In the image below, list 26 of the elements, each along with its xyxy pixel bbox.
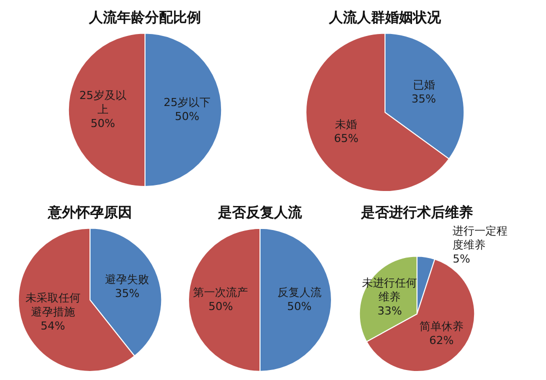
- slice-label: 25岁以下: [164, 96, 211, 109]
- chart-title: 是否反复人流: [217, 204, 303, 222]
- slice-label: 进行一定程度维养: [452, 224, 508, 252]
- data-label: 54%: [40, 320, 66, 333]
- slice-label: 25岁及以上: [79, 88, 126, 116]
- slice-label: 未婚: [335, 118, 358, 132]
- data-label: 33%: [378, 304, 402, 318]
- data-label: 5%: [452, 252, 470, 266]
- slice-label: 避孕失败: [105, 272, 150, 286]
- chart-title: 人流年龄分配比例: [88, 9, 201, 26]
- data-label: 65%: [334, 132, 358, 146]
- chart-title: 是否进行术后维养: [360, 204, 473, 222]
- slice-label: 未采取任何避孕措施: [25, 292, 80, 319]
- slice-label: 第一次流产: [193, 286, 248, 299]
- data-label: 50%: [174, 110, 200, 123]
- data-label: 50%: [90, 116, 116, 130]
- chart-title: 人流人群婚姻状况: [328, 9, 442, 26]
- data-label: 35%: [114, 286, 140, 300]
- slice-label: 简单休养: [419, 320, 464, 333]
- chart-title: 意外怀孕原因: [47, 204, 132, 222]
- data-label: 50%: [287, 300, 312, 313]
- slice-label: 已婚: [412, 78, 435, 92]
- data-label: 35%: [412, 92, 436, 106]
- slice-label: 反复人流: [277, 286, 322, 299]
- data-label: 50%: [208, 300, 233, 313]
- data-label: 62%: [429, 334, 454, 347]
